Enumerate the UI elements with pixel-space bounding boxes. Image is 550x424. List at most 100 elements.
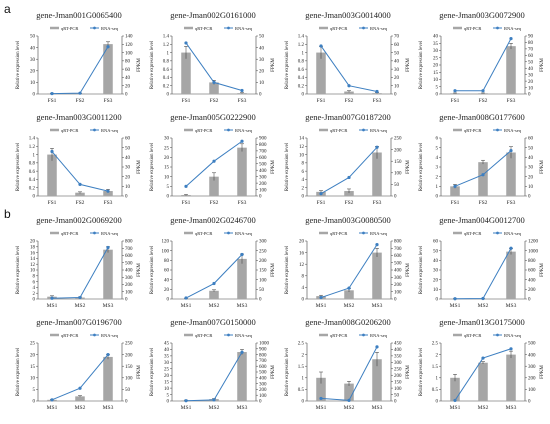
chart-9-ytick-right-label-8: 800 [125, 240, 133, 245]
chart-14-ytick-right-label-8: 800 [259, 353, 267, 358]
chart-2-ytick-right-label-4: 40 [259, 46, 265, 51]
chart-12-ytick-left-label-1: 10 [433, 288, 439, 293]
chart-2-legend-line-marker [227, 27, 230, 30]
chart-14-ytick-left-label-8: 40 [164, 348, 170, 353]
chart-8-rnaseq-point-FS1 [453, 185, 456, 188]
chart-7-legend-line-marker [362, 129, 365, 132]
chart-14-ytick-left-label-3: 15 [164, 380, 170, 385]
chart-6-legend-bar-label: qRT-PCR [195, 128, 212, 133]
chart-7-legend-line-label: RNA-seq [370, 128, 388, 133]
chart-11-rnaseq-point-MS1 [319, 296, 322, 299]
chart-13-legend-line-marker [93, 334, 96, 337]
chart-10-ytick-left-label-6: 120 [162, 240, 170, 245]
chart-3-rnaseq-point-FS3 [375, 90, 378, 93]
chart-15-ytick-left-label-3: 1.5 [298, 365, 305, 370]
chart-13-xtick-label-MS3: MS3 [103, 405, 114, 411]
chart-1-rnaseq-line [52, 47, 108, 94]
chart-7-bar-FS3 [372, 153, 382, 197]
chart-9-xtick-label-MS1: MS1 [47, 303, 58, 309]
chart-6-ytick-right-label-6: 600 [259, 156, 267, 161]
chart-6-title: gene-Jman005G0222900 [170, 112, 255, 122]
chart-1-y-left-axis-title: Relative expression level [16, 40, 21, 89]
chart-9-ytick-left-label-1: 2 [33, 292, 36, 297]
chart-11-xtick-label-MS3: MS3 [372, 303, 383, 309]
chart-13-ytick-right-label-4: 200 [125, 353, 133, 358]
chart-12-ytick-left-label-2: 20 [433, 278, 439, 283]
chart-10-ytick-right-label-1: 50 [259, 288, 265, 293]
chart-16-xtick-label-MS3: MS3 [506, 405, 517, 411]
chart-2-xtick-label-FS2: FS2 [210, 98, 219, 104]
chart-7-ytick-left-label-4: 8 [302, 162, 305, 167]
chart-7-y-left-axis-title: Relative expression level [285, 142, 290, 191]
chart-9-ytick-right-label-2: 200 [125, 283, 133, 288]
chart-4-ytick-left-label-3: 15 [433, 71, 439, 76]
chart-7-ytick-left-label-2: 4 [302, 178, 305, 183]
chart-9-ytick-right-label-5: 500 [125, 261, 133, 266]
chart-2-xtick-label-FS3: FS3 [238, 98, 247, 104]
chart-7-title: gene-Jman007G0187200 [305, 112, 390, 122]
chart-11-ytick-right-label-2: 200 [394, 283, 402, 288]
chart-10-legend-line-marker [227, 232, 230, 235]
chart-16-xtick-label-MS2: MS2 [478, 405, 489, 411]
chart-16-rnaseq-point-MS1 [453, 399, 456, 402]
chart-2-ytick-left-label-5: 1 [167, 51, 170, 56]
chart-6-legend-line-marker [227, 129, 230, 132]
chart-5-title: gene-Jman003G0011200 [36, 112, 121, 122]
chart-12-rnaseq-point-MS2 [481, 297, 484, 300]
chart-4-xtick-label-FS3: FS3 [507, 98, 516, 104]
chart-4-y-right-axis-title: FPKM [540, 58, 545, 72]
chart-16-rnaseq-point-MS2 [481, 356, 484, 359]
chart-11-xtick-label-MS1: MS1 [316, 303, 327, 309]
chart-15-rnaseq-point-MS3 [375, 345, 378, 348]
chart-14-ytick-right-label-4: 400 [259, 377, 267, 382]
chart-3-ytick-right-label-2: 20 [394, 76, 400, 81]
chart-14-y-left-axis-title: Relative expression level [150, 347, 155, 396]
chart-12-ytick-right-label-2: 400 [528, 278, 536, 283]
chart-15-ytick-right-label-0: 0 [394, 400, 397, 405]
chart-12-legend-bar-label: qRT-PCR [464, 231, 481, 236]
chart-4-legend-line-marker [496, 27, 499, 30]
chart-8-legend-bar-label: qRT-PCR [464, 128, 481, 133]
chart-11-legend-line-label: RNA-seq [370, 231, 388, 236]
chart-10-y-left-axis-title: Relative expression level [150, 245, 155, 294]
chart-12-ytick-right-label-0: 0 [528, 298, 531, 303]
chart-14-ytick-right-label-6: 600 [259, 365, 267, 370]
chart-3-bar-FS1 [316, 53, 326, 94]
chart-11-xtick-label-MS2: MS2 [344, 303, 355, 309]
chart-9-ytick-left-label-8: 16 [30, 251, 36, 256]
chart-9-ytick-left-label-0: 0 [33, 298, 36, 303]
chart-3-ytick-left-label-7: 1.4 [298, 35, 305, 40]
chart-9-bar-MS3 [103, 250, 113, 299]
chart-7-ytick-right-label-3: 150 [394, 160, 402, 165]
chart-14-ytick-left-label-7: 35 [164, 355, 170, 360]
chart-10-xtick-label-MS3: MS3 [237, 303, 248, 309]
chart-3-y-right-axis-title: FPKM [406, 58, 411, 72]
chart-5-ytick-left-label-4: 0.8 [29, 162, 36, 167]
chart-9-rnaseq-line [52, 248, 108, 299]
chart-11-ytick-right-label-0: 0 [394, 298, 397, 303]
chart-2-y-left-axis-title: Relative expression level [150, 40, 155, 89]
chart-9-ytick-left-label-7: 14 [30, 257, 36, 262]
chart-16-y-right-axis-title: FPKM [540, 365, 545, 379]
chart-8-y-right-axis-title: FPKM [540, 160, 545, 174]
chart-11-legend-line-marker [362, 232, 365, 235]
chart-12-ytick-left-label-0: 0 [436, 298, 439, 303]
chart-16-title: gene-Jman013G0175000 [439, 317, 524, 327]
chart-15-legend-line-marker [362, 334, 365, 337]
chart-5-y-right-axis-title: FPKM [137, 160, 142, 174]
chart-14-ytick-right-label-7: 700 [259, 359, 267, 364]
chart-15-rnaseq-point-MS1 [319, 397, 322, 400]
chart-2-rnaseq-point-FS2 [212, 81, 215, 84]
chart-3-ytick-left-label-2: 0.4 [298, 76, 305, 81]
chart-14-ytick-right-label-0: 0 [259, 400, 262, 405]
chart-1-ytick-right-label-3: 60 [125, 68, 131, 73]
chart-7-rnaseq-point-FS2 [347, 176, 350, 179]
chart-11-ytick-left-label-1: 4 [302, 286, 305, 291]
chart-14-ytick-left-label-0: 0 [167, 400, 170, 405]
chart-10-ytick-right-label-5: 250 [259, 249, 267, 254]
chart-9-ytick-right-label-0: 0 [125, 298, 128, 303]
chart-5-legend-line-marker [93, 129, 96, 132]
chart-2-ytick-left-label-3: 0.6 [163, 68, 170, 73]
chart-6-ytick-right-label-9: 900 [259, 137, 267, 142]
chart-13-ytick-left-label-5: 25 [30, 342, 36, 347]
